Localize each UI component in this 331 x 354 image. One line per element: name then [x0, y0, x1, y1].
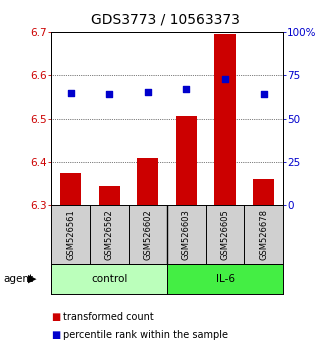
Bar [137, 158, 159, 205]
Point [261, 91, 266, 97]
Point [68, 91, 73, 96]
Text: GSM526605: GSM526605 [220, 209, 230, 260]
Point [222, 76, 228, 81]
Text: ■: ■ [51, 330, 61, 339]
Bar [253, 179, 274, 205]
Text: GSM526603: GSM526603 [182, 209, 191, 260]
Point [145, 89, 151, 95]
Point [184, 86, 189, 92]
Text: transformed count: transformed count [63, 312, 154, 322]
Text: percentile rank within the sample: percentile rank within the sample [63, 330, 228, 339]
Bar [176, 116, 197, 205]
Bar [51, 264, 167, 294]
Text: GSM526602: GSM526602 [143, 209, 152, 260]
Text: GSM526562: GSM526562 [105, 209, 114, 260]
Bar [60, 173, 81, 205]
Text: GSM526561: GSM526561 [66, 209, 75, 260]
Bar [214, 34, 236, 205]
Text: control: control [91, 274, 127, 284]
Text: GSM526678: GSM526678 [259, 209, 268, 260]
Text: ▶: ▶ [28, 274, 37, 284]
Text: GDS3773 / 10563373: GDS3773 / 10563373 [91, 12, 240, 27]
Text: ■: ■ [51, 312, 61, 322]
Text: agent: agent [3, 274, 33, 284]
Text: IL-6: IL-6 [215, 274, 235, 284]
Bar [99, 186, 120, 205]
Point [107, 91, 112, 97]
Bar [167, 264, 283, 294]
